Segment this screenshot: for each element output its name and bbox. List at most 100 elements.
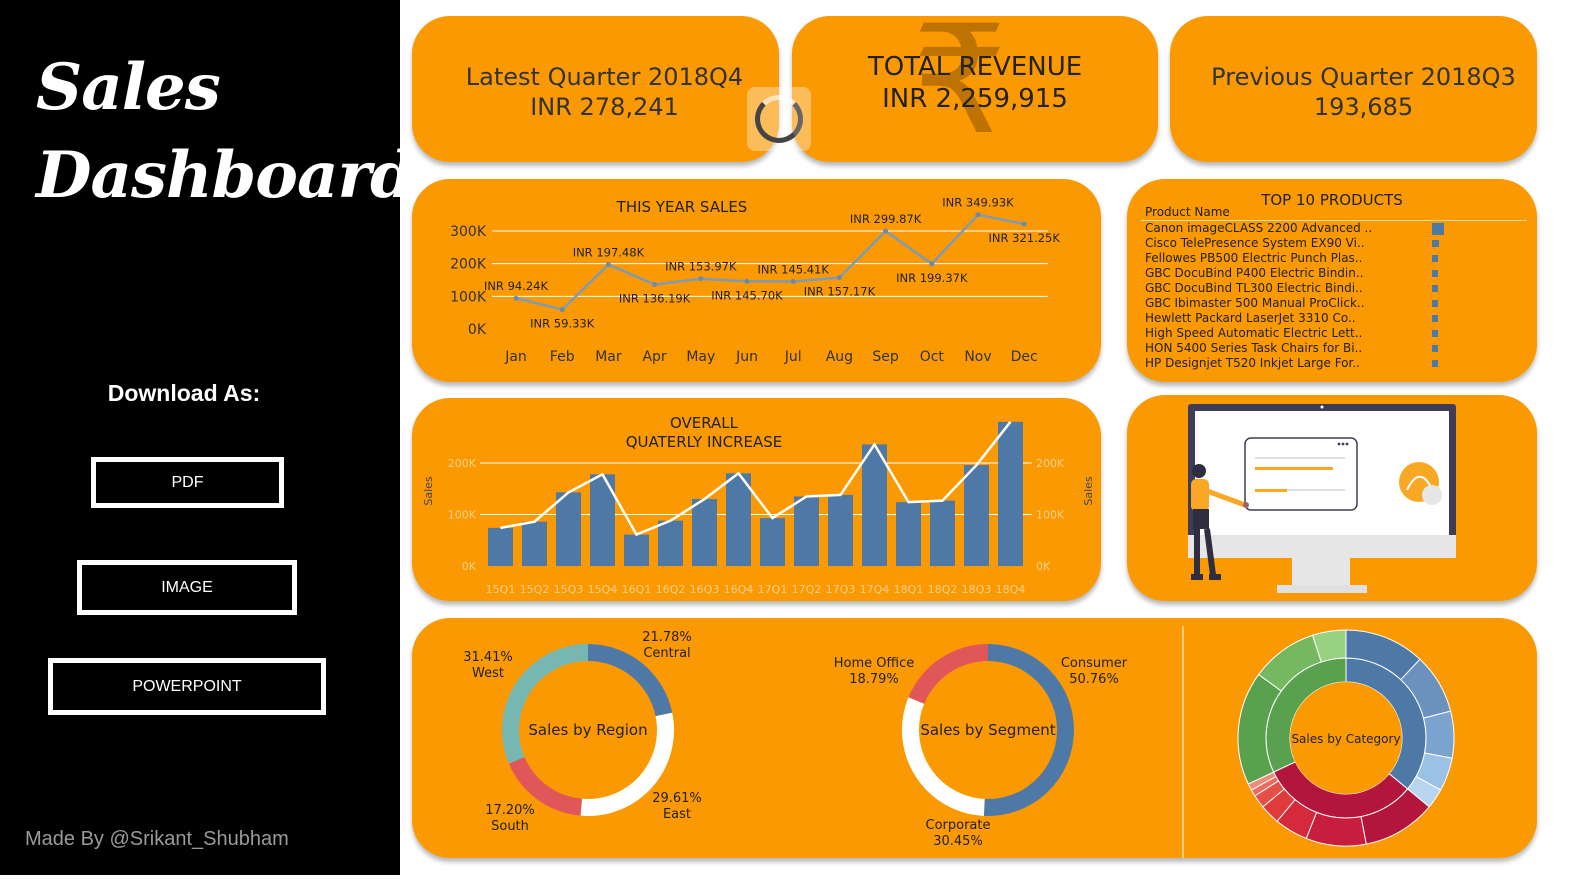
line-chart-data-label: INR 145.70K	[711, 288, 783, 302]
line-chart-point	[790, 278, 796, 284]
top-products-card: TOP 10 PRODUCTS Product Name Canon image…	[1127, 179, 1537, 382]
bar-chart-bar[interactable]	[896, 502, 921, 566]
region-donut-slice[interactable]	[588, 644, 673, 717]
line-chart-data-label: INR 94.24K	[484, 279, 549, 293]
line-chart-point	[836, 275, 842, 281]
top-product-item[interactable]: HON 5400 Series Task Chairs for Bi..	[1145, 341, 1363, 355]
line-chart-data-label: INR 59.33K	[530, 317, 595, 331]
line-chart-xtick: May	[686, 349, 715, 365]
line-chart-xtick: Oct	[920, 349, 945, 365]
line-chart-ytick: 100K	[450, 289, 487, 305]
category-outer-slice[interactable]	[1305, 811, 1367, 847]
download-pdf-button[interactable]: PDF	[91, 457, 284, 508]
top-product-item[interactable]: High Speed Automatic Electric Lett..	[1145, 326, 1363, 340]
top-product-item[interactable]: HP Designjet T520 Inkjet Large For..	[1145, 356, 1360, 370]
line-chart-point	[975, 212, 981, 218]
segment-donut-label: Consumer	[1061, 656, 1128, 671]
line-chart-point	[698, 276, 704, 282]
region-donut-label: South	[491, 819, 529, 834]
bar-chart-bar[interactable]	[658, 520, 683, 566]
segment-donut-slice[interactable]	[983, 644, 1075, 816]
this-year-sales-chart: THIS YEAR SALES 300K 200K 100K 0K INR 94.24K…	[450, 196, 1060, 365]
download-powerpoint-button[interactable]: POWERPOINT	[48, 658, 326, 715]
bar-chart-bar[interactable]	[930, 500, 955, 566]
bar-chart-xtick: 15Q3	[554, 583, 584, 596]
sidebar: Sales Dashboard Download As: PDF IMAGE P…	[0, 0, 415, 875]
segment-donut-slice[interactable]	[902, 697, 985, 816]
bar-chart-xtick: 18Q4	[996, 583, 1026, 596]
top-products-divider	[1141, 220, 1527, 221]
top-product-bar	[1432, 315, 1438, 322]
top-product-bar	[1432, 285, 1438, 292]
bar-chart-ylabel-right: Sales	[1082, 476, 1095, 506]
top-product-item[interactable]: GBC DocuBind P400 Electric Bindin..	[1145, 266, 1364, 280]
line-chart-data-label: INR 299.87K	[850, 212, 922, 226]
line-chart-data-label: INR 197.48K	[573, 245, 645, 259]
kpi-previous-label: Previous Quarter 2018Q3	[1211, 63, 1516, 91]
distribution-card: Sales by Region 21.78% Central 29.61% East 17…	[412, 618, 1537, 858]
this-year-sales-card: THIS YEAR SALES 300K 200K 100K 0K INR 94.24K…	[412, 179, 1101, 382]
region-donut-slice[interactable]	[580, 712, 674, 816]
bar-chart-bar[interactable]	[624, 534, 649, 566]
bar-chart-bar[interactable]	[964, 465, 989, 566]
bar-chart-xtick: 17Q1	[758, 583, 788, 596]
line-chart-point	[883, 228, 889, 234]
region-donut-slice[interactable]	[508, 757, 582, 816]
top-product-item[interactable]: GBC DocuBind TL300 Electric Bindi..	[1145, 281, 1363, 295]
line-chart-xtick: Dec	[1011, 349, 1038, 365]
top-product-bar	[1432, 223, 1444, 235]
top-product-item[interactable]: Cisco TelePresence System EX90 Vi..	[1145, 236, 1365, 250]
line-chart-data-label: INR 145.41K	[757, 262, 829, 276]
top-product-item[interactable]: Hewlett Packard LaserJet 3310 Co..	[1145, 311, 1356, 325]
category-outer-slice[interactable]	[1422, 710, 1455, 759]
line-chart-point	[605, 261, 611, 267]
line-chart-xtick: Aug	[826, 349, 853, 365]
bar-chart-bar[interactable]	[998, 421, 1023, 566]
line-chart-ytick: 200K	[450, 257, 487, 273]
bar-chart-title-2: QUATERLY INCREASE	[626, 433, 783, 451]
bar-chart-xtick: 18Q2	[928, 583, 958, 596]
download-label: Download As:	[107, 380, 261, 406]
line-chart-series	[515, 213, 1025, 311]
top-product-item[interactable]: GBC Ibimaster 500 Manual ProClick..	[1145, 296, 1365, 310]
region-donut-label: 17.20%	[485, 803, 535, 818]
line-chart-point	[559, 307, 565, 313]
bar-chart-bar[interactable]	[828, 494, 853, 566]
top-product-item[interactable]: Canon imageCLASS 2200 Advanced ..	[1145, 221, 1373, 235]
category-outer-slice[interactable]	[1311, 629, 1347, 663]
dialog-window	[1244, 437, 1358, 511]
title-line-1: Sales	[36, 50, 221, 125]
top-product-bar	[1432, 255, 1438, 262]
region-donut-slice[interactable]	[502, 644, 588, 764]
bar-chart-bar[interactable]	[726, 473, 751, 566]
bar-chart-xtick: 15Q2	[520, 583, 550, 596]
line-chart-ytick: 300K	[450, 224, 487, 240]
bar-chart-bar[interactable]	[522, 521, 547, 566]
bar-chart-trend-line	[500, 421, 1012, 537]
line-chart-title: THIS YEAR SALES	[616, 198, 748, 216]
bar-chart-bar[interactable]	[760, 518, 785, 566]
line-chart-xtick: Mar	[595, 349, 622, 365]
segment-donut-label: Corporate	[926, 818, 991, 833]
top-product-item[interactable]: Fellowes PB500 Electric Punch Plas..	[1145, 251, 1363, 265]
bar-chart-bar[interactable]	[862, 444, 887, 566]
bar-chart-bar[interactable]	[488, 527, 513, 566]
bar-chart-ytick-left: 100K	[448, 509, 477, 522]
computer-illustration	[1188, 404, 1456, 593]
loading-spinner-icon	[747, 87, 811, 151]
bar-chart-bar[interactable]	[794, 496, 819, 566]
line-chart-data-label: INR 157.17K	[804, 285, 876, 299]
top-product-bar	[1432, 360, 1438, 367]
region-donut-label: 31.41%	[463, 650, 513, 665]
kpi-total-label: TOTAL REVENUE	[867, 52, 1083, 82]
bar-chart-xtick: 16Q1	[622, 583, 652, 596]
segment-donut-slice[interactable]	[908, 644, 988, 704]
bar-chart-ytick-right: 100K	[1036, 509, 1065, 522]
bar-chart-bar[interactable]	[692, 499, 717, 566]
quarterly-increase-card: OVERALL QUATERLY INCREASE Sales Sales 20…	[412, 398, 1101, 601]
bar-chart-bar[interactable]	[556, 492, 581, 566]
download-image-button[interactable]: IMAGE	[77, 560, 297, 615]
region-donut-label: West	[472, 666, 504, 681]
line-chart-xtick: Nov	[964, 349, 991, 365]
kpi-previous-value: 193,685	[1313, 93, 1414, 121]
